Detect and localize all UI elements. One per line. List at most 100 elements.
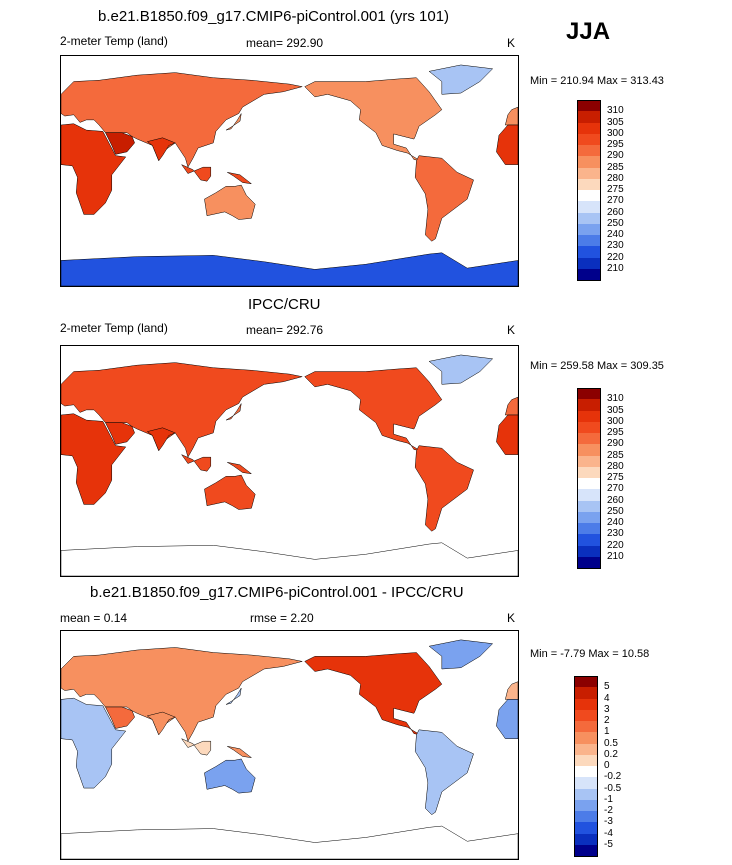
colorbar-obs: 310 305 300 295 290 285 280 275 270 260 250 240 230 2… bbox=[577, 388, 637, 569]
landmass-arabia bbox=[105, 423, 134, 445]
colorbar-swatch bbox=[574, 732, 598, 744]
colorbar-swatch bbox=[574, 743, 598, 756]
colorbar-tick-label: 270 bbox=[607, 195, 624, 207]
landmass-africa_w bbox=[496, 415, 518, 455]
colorbar-swatch bbox=[577, 511, 601, 524]
colorbar-swatch bbox=[577, 466, 601, 479]
colorbar-tick-label: 3 bbox=[604, 703, 610, 715]
colorbar-swatch bbox=[577, 500, 601, 513]
colorbar-tick-label: 295 bbox=[607, 427, 624, 438]
colorbar-swatch bbox=[577, 167, 601, 180]
colorbar-swatch bbox=[574, 811, 598, 823]
colorbar-tick-label: 310 bbox=[607, 393, 624, 405]
colorbar-swatch bbox=[574, 833, 598, 846]
colorbar-tick-label: 285 bbox=[607, 449, 624, 461]
colorbar-tick-label: 0.2 bbox=[604, 748, 618, 760]
colorbar-tick-label: -2 bbox=[604, 805, 613, 816]
landmass-arabia bbox=[105, 707, 134, 729]
map-obs bbox=[60, 345, 519, 577]
landmass-europe_w bbox=[505, 682, 518, 700]
landmass-namerica bbox=[305, 368, 442, 451]
landmass-seasia bbox=[182, 165, 211, 182]
colorbar-tick-label: 230 bbox=[607, 240, 624, 252]
colorbar-tick-label: -3 bbox=[604, 816, 613, 828]
landmass-newguinea bbox=[227, 172, 251, 184]
colorbar-swatch bbox=[574, 698, 598, 711]
colorbar-swatch bbox=[574, 721, 598, 733]
colorbar-tick-label: 0.5 bbox=[604, 737, 618, 749]
colorbar-tick-label: 305 bbox=[607, 116, 624, 128]
variable-label-obs: 2-meter Temp (land) bbox=[60, 321, 168, 335]
colorbar-swatch bbox=[574, 687, 598, 699]
colorbar-tick-label: 2 bbox=[604, 715, 610, 726]
colorbar-swatch bbox=[577, 257, 601, 270]
colorbar-swatch bbox=[577, 421, 601, 434]
colorbar-tick-label: 0 bbox=[604, 760, 610, 771]
season-label: JJA bbox=[566, 18, 611, 45]
landmass-japan bbox=[226, 688, 241, 704]
colorbar-tick-label: -4 bbox=[604, 827, 613, 839]
landmass-europe_w bbox=[505, 397, 518, 415]
panel-title-model: b.e21.B1850.f09_g17.CMIP6-piControl.001 … bbox=[98, 8, 450, 25]
colorbar-swatch bbox=[577, 223, 601, 236]
colorbar-tick-label: 210 bbox=[607, 550, 624, 562]
colorbar-tick-label: 220 bbox=[607, 251, 624, 263]
map-model bbox=[60, 55, 519, 287]
minmax-label-obs: Min = 259.58 Max = 309.35 bbox=[530, 360, 664, 372]
colorbar-tick-label: 250 bbox=[607, 217, 624, 229]
landmass-antarctica bbox=[61, 253, 518, 286]
minmax-label-diff: Min = -7.79 Max = 10.58 bbox=[530, 648, 650, 660]
landmass-india bbox=[147, 712, 175, 735]
colorbar-tick-label: 210 bbox=[607, 262, 624, 274]
landmass-eurasia bbox=[61, 363, 302, 458]
panel-title-diff: b.e21.B1850.f09_g17.CMIP6-piControl.001 … bbox=[90, 584, 464, 601]
colorbar-diff: 5 4 3 2 1 0.5 0.2 0 -0.2 -0.5 -1 -2 -3 -4 -5 bbox=[574, 676, 634, 857]
world-map bbox=[61, 631, 518, 859]
landmass-africa_w bbox=[496, 699, 518, 738]
colorbar-swatch bbox=[574, 766, 598, 778]
landmass-japan bbox=[226, 404, 241, 421]
colorbar-swatch bbox=[577, 410, 601, 423]
colorbar-tick-label: 260 bbox=[607, 206, 624, 218]
colorbar-swatch bbox=[577, 190, 601, 202]
landmass-india bbox=[147, 138, 175, 161]
landmass-africa_w bbox=[496, 125, 518, 165]
colorbar-tick-label: 285 bbox=[607, 161, 624, 173]
landmass-seasia bbox=[182, 455, 211, 472]
landmass-namerica bbox=[305, 78, 442, 161]
colorbar-swatch bbox=[574, 777, 598, 789]
landmass-seasia bbox=[182, 739, 211, 755]
colorbar-tick-label: 290 bbox=[607, 438, 624, 450]
colorbar-swatch bbox=[577, 388, 601, 400]
colorbar-swatch bbox=[577, 556, 601, 569]
colorbar-tick-label: 270 bbox=[607, 483, 624, 495]
colorbar-tick-label: 220 bbox=[607, 539, 624, 551]
landmass-samerica bbox=[415, 730, 473, 815]
colorbar-swatch bbox=[574, 676, 598, 688]
units-label-diff: K bbox=[507, 611, 516, 625]
landmass-samerica bbox=[415, 446, 473, 532]
minmax-label-model: Min = 210.94 Max = 313.43 bbox=[530, 75, 664, 87]
landmass-eurasia bbox=[61, 647, 302, 741]
units-label-model: K bbox=[507, 36, 516, 50]
landmass-antarctica bbox=[61, 543, 518, 576]
landmass-arabia bbox=[105, 133, 134, 155]
colorbar-swatch bbox=[577, 444, 601, 456]
colorbar-swatch bbox=[574, 709, 598, 722]
colorbar-swatch bbox=[577, 246, 601, 258]
panel-title-obs: IPCC/CRU bbox=[248, 296, 321, 313]
landmass-australia bbox=[204, 475, 255, 510]
colorbar-tick-label: 1 bbox=[604, 726, 610, 738]
colorbar-tick-label: 280 bbox=[607, 460, 624, 472]
colorbar-swatch bbox=[574, 844, 598, 857]
world-map bbox=[61, 346, 518, 576]
colorbar-tick-label: 300 bbox=[607, 127, 624, 139]
colorbar-swatch bbox=[574, 822, 598, 834]
colorbar-swatch bbox=[574, 788, 598, 801]
colorbar-tick-label: -0.2 bbox=[604, 771, 622, 783]
colorbar-swatch bbox=[577, 534, 601, 546]
colorbar-swatch bbox=[577, 133, 601, 146]
landmass-india bbox=[147, 428, 175, 451]
colorbar-swatch bbox=[577, 178, 601, 191]
colorbar-swatch bbox=[577, 268, 601, 281]
